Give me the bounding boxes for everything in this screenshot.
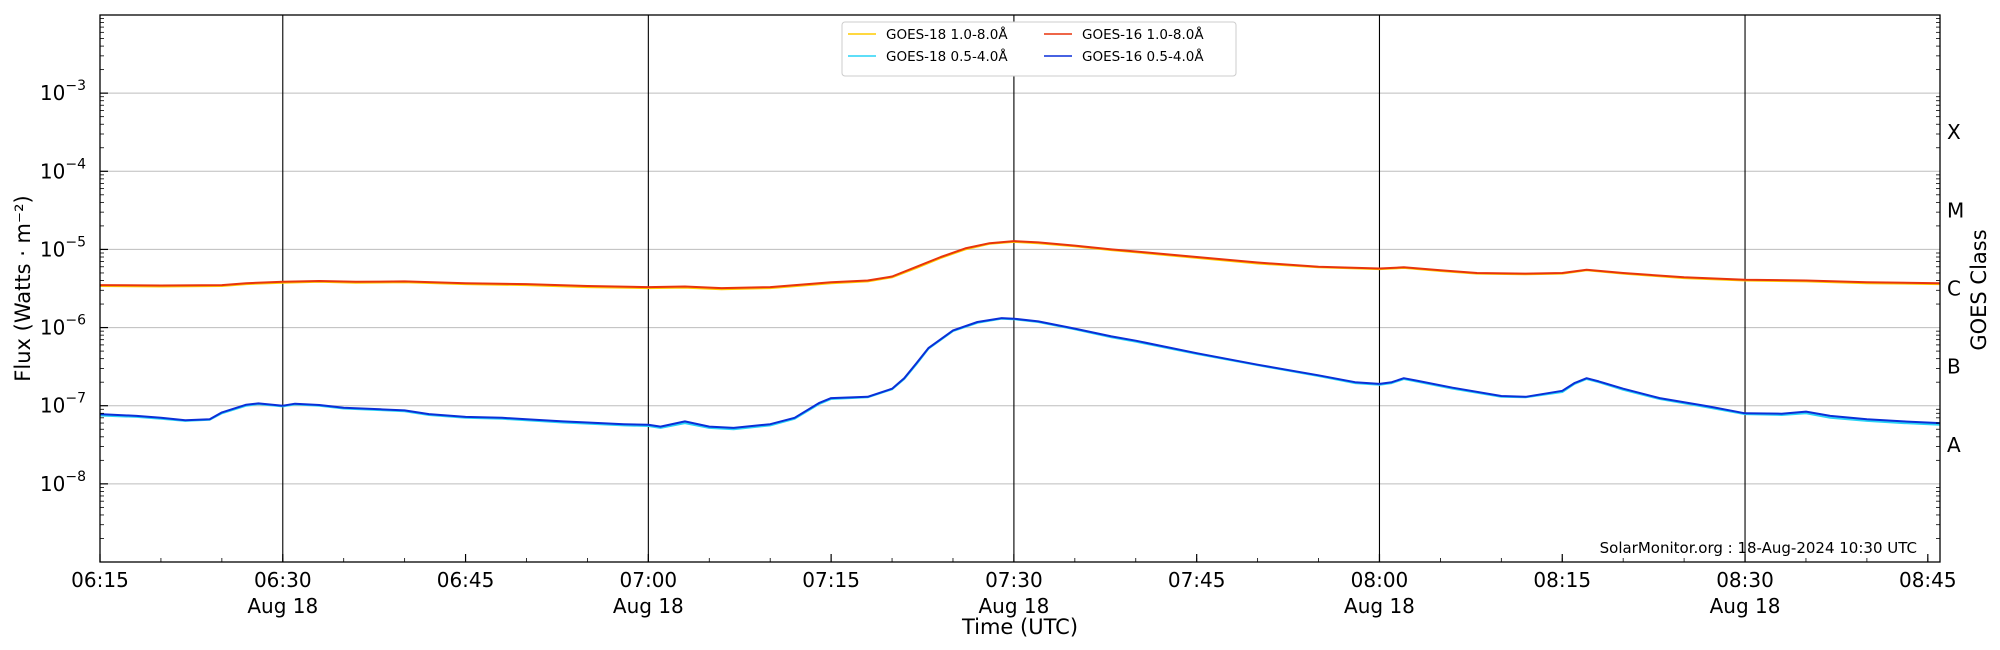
- x-tick-label: 08:00: [1351, 568, 1409, 592]
- x-axis-label: Time (UTC): [961, 615, 1078, 639]
- y-axis-right-label: GOES Class: [1967, 229, 1991, 350]
- x-tick-sublabel: Aug 18: [978, 594, 1049, 618]
- x-tick-sublabel: Aug 18: [613, 594, 684, 618]
- x-tick-sublabel: Aug 18: [247, 594, 318, 618]
- x-tick-label: 08:45: [1899, 568, 1957, 592]
- x-tick-sublabel: Aug 18: [1344, 594, 1415, 618]
- x-tick-label: 08:30: [1716, 568, 1774, 592]
- y-axis-label: Flux (Watts · m⁻²): [11, 195, 35, 381]
- x-tick-label: 06:30: [254, 568, 312, 592]
- legend-box: [841, 21, 1237, 77]
- legend: GOES-18 1.0-8.0Å GOES-18 0.5-4.0Å GOES-16 …: [841, 21, 1237, 77]
- goes-class-labels: X M C B A: [1947, 120, 1964, 457]
- y-tick-label: 10−8: [40, 469, 86, 496]
- y-axis-ticks: 10−310−410−510−610−710−8: [40, 18, 1940, 539]
- x-tick-sublabel: Aug 18: [1710, 594, 1781, 618]
- series-line-3: [99, 317, 1941, 429]
- x-tick-label: 06:15: [71, 568, 129, 592]
- x-tick-label: 06:45: [437, 568, 495, 592]
- goes-class-M: M: [1947, 198, 1964, 222]
- goes-class-A: A: [1947, 433, 1961, 457]
- x-tick-label: 07:30: [985, 568, 1043, 592]
- series-line-1: [99, 240, 1941, 290]
- legend-label-2: GOES-18 0.5-4.0Å: [886, 48, 1008, 65]
- legend-label-3: GOES-16 0.5-4.0Å: [1082, 48, 1204, 65]
- plot-frame: [99, 14, 1941, 563]
- credit-text: SolarMonitor.org : 18-Aug-2024 10:30 UTC: [1600, 539, 1917, 557]
- legend-label-1: GOES-16 1.0-8.0Å: [1082, 26, 1204, 43]
- goes-class-C: C: [1947, 277, 1961, 301]
- legend-label-0: GOES-18 1.0-8.0Å: [886, 26, 1008, 43]
- x-tick-label: 07:15: [802, 568, 860, 592]
- x-tick-label: 07:45: [1168, 568, 1226, 592]
- horizontal-gridlines: [100, 92, 1940, 485]
- goes-class-X: X: [1947, 120, 1961, 144]
- x-tick-label: 08:15: [1533, 568, 1591, 592]
- x-tick-label: 07:00: [620, 568, 678, 592]
- goes-class-B: B: [1947, 355, 1961, 379]
- y-tick-label: 10−7: [40, 391, 86, 418]
- series-layer: [99, 240, 1941, 431]
- vertical-time-lines: [282, 15, 1746, 562]
